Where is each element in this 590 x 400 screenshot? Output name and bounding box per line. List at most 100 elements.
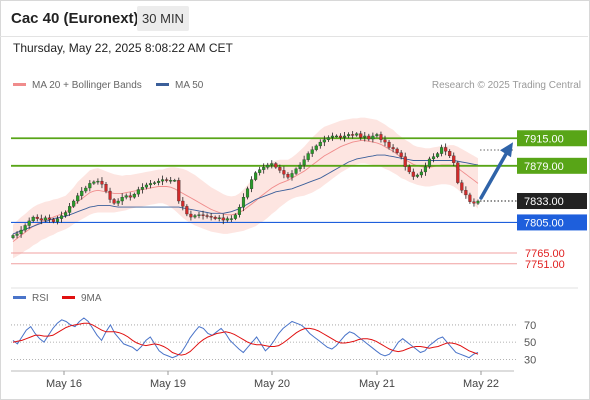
candle-body [326,137,330,140]
candle-body [270,163,274,166]
candle-body [436,153,440,157]
candle-body [427,158,432,167]
candle-body [306,153,310,160]
candle-body [431,156,436,160]
candle-body [47,217,51,220]
rsi-tick-label: 50 [524,337,536,349]
x-tick-label: May 21 [359,378,395,390]
level-label-box [517,214,587,231]
candle-body [169,180,173,182]
candle-body [51,219,55,222]
candle-body [205,215,209,217]
candle-body [407,166,411,173]
candle-body [330,135,334,138]
rsi-swatch [13,295,26,299]
candle-body [104,184,108,192]
legend-ma50: MA 50 [156,80,203,91]
legend-rsi: RSI [13,293,49,304]
rsi-tick-label: 30 [524,354,536,366]
candle-body [68,206,72,213]
candle-body [460,182,464,191]
candle-body [116,200,120,204]
candle-body [144,184,148,188]
candle-body [290,173,294,178]
candle-body [334,135,339,138]
candle-body [229,218,233,220]
candle-body [209,216,213,218]
candle-body [189,213,193,218]
candle-body [254,172,258,180]
candle-body [262,167,266,170]
candle-body [132,193,136,198]
candle-body [221,217,225,221]
rsi-tick-label: 70 [524,320,536,332]
rsi-ma9-line [12,322,479,356]
x-axis: May 16 May 19 May 20 May 21 May 22 [11,370,514,390]
interval-badge[interactable]: 30 MIN [137,6,189,31]
level-label: 7751.00 [525,259,565,271]
candle-body [177,180,181,202]
candle-body [403,156,407,167]
candle-body [136,189,140,195]
credit-text: Research © 2025 Trading Central [431,80,581,91]
candle-body [415,174,419,177]
candle-body [84,187,88,192]
candle-body [181,200,185,207]
candle-body [338,135,343,138]
candle-body [213,216,217,219]
candle-body [217,217,221,219]
level-label-box [517,130,587,147]
candle-body [233,214,237,219]
candle-body [112,199,116,204]
ma20-line [12,140,479,242]
candle-body [250,179,254,189]
candle-body [399,152,403,157]
rsi-label: RSI [32,293,49,304]
candle-body [140,187,144,190]
candle-body [359,133,363,138]
forecast-arrow-head [500,142,513,158]
candle-body [314,145,318,150]
candle-body [124,195,128,198]
level-label: 7805.00 [524,217,564,229]
candle-body [225,218,229,221]
candle-body [59,215,64,219]
current-price-label: 7833.00 [524,196,564,208]
candle-body [371,135,375,140]
instrument-title: Cac 40 (Euronext) [11,10,139,27]
candle-body [157,180,161,183]
candle-body [302,159,306,166]
candle-body [266,164,270,168]
candle-body [161,179,165,182]
candle-body [152,182,157,184]
forecast-arrow-shaft [479,150,509,200]
candle-body [318,141,322,147]
candle-body [355,133,359,136]
candle-body [440,147,444,154]
candle-body [351,134,355,136]
candle-body [197,214,201,216]
candle-body [96,180,100,183]
candle-body [310,149,314,154]
x-tick-label: May 20 [254,378,290,390]
rsi-line [12,317,479,359]
candle-body [31,216,35,222]
candle-body [391,147,395,150]
candle-body [456,162,460,183]
legend-bollinger: MA 20 + Bollinger Bands [13,80,142,91]
candle-body [286,174,290,178]
candle-body [128,195,132,198]
current-price-box [517,193,587,210]
bollinger-layer [12,117,479,259]
level-label: 7879.00 [524,161,564,173]
candle-body [347,134,351,137]
candle-body [27,220,31,226]
x-tick-label: May 22 [463,378,499,390]
candle-body [201,214,205,216]
candle-body [282,170,286,175]
candle-body [108,190,112,200]
candle-body [92,181,96,184]
candle-body [100,180,104,185]
timestamp: Thursday, May 22, 2025 8:08:22 AM CET [13,41,233,55]
